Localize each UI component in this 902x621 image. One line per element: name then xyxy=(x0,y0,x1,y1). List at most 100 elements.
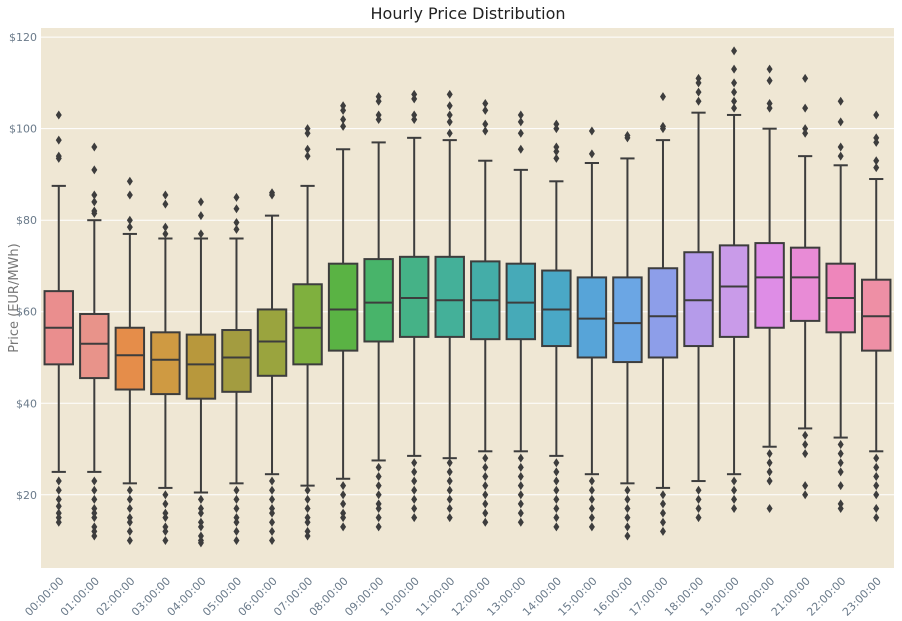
box-iqr xyxy=(256,308,288,377)
outlier-point xyxy=(375,522,382,532)
plot-background xyxy=(41,28,894,568)
outlier-point xyxy=(731,103,738,113)
outlier-point xyxy=(802,124,809,134)
box-01 xyxy=(79,142,110,541)
outlier-point xyxy=(482,126,489,136)
outlier-point xyxy=(446,128,453,138)
outlier-point xyxy=(482,99,489,109)
outlier-point xyxy=(340,115,347,125)
outlier-point xyxy=(411,94,418,104)
outlier-point xyxy=(91,165,98,175)
outlier-point xyxy=(375,115,382,125)
outlier-point xyxy=(233,192,240,202)
outlier-point xyxy=(269,494,276,504)
outlier-point xyxy=(517,110,524,120)
outlier-point xyxy=(91,197,98,207)
outlier-point xyxy=(91,494,98,504)
box-iqr xyxy=(541,269,572,348)
outlier-point xyxy=(731,64,738,74)
outlier-point xyxy=(588,494,595,504)
x-tick-label: 23:00:00 xyxy=(840,575,884,619)
outlier-point xyxy=(162,199,169,209)
outlier-point xyxy=(588,149,595,159)
outlier-point xyxy=(162,490,169,500)
outlier-point xyxy=(482,508,489,518)
outlier-point xyxy=(197,517,204,527)
outlier-point xyxy=(197,494,204,504)
outlier-point xyxy=(233,536,240,546)
box-iqr xyxy=(718,244,750,338)
box-iqr xyxy=(647,267,679,359)
outlier-point xyxy=(588,476,595,486)
outlier-point xyxy=(197,538,204,548)
box-iqr xyxy=(221,329,252,393)
outlier-point xyxy=(659,124,666,134)
outlier-point xyxy=(91,485,98,495)
outlier-point xyxy=(304,513,311,523)
outlier-point xyxy=(837,96,844,106)
outlier-point xyxy=(802,103,809,113)
box-iqr xyxy=(79,313,110,380)
box-iqr xyxy=(789,246,821,322)
outlier-point xyxy=(553,504,560,514)
outlier-point xyxy=(55,494,62,504)
outlier-point xyxy=(304,526,311,536)
outlier-point xyxy=(731,96,738,106)
outlier-point xyxy=(517,462,524,472)
box-00 xyxy=(43,110,74,527)
box-07 xyxy=(292,124,323,541)
outlier-point xyxy=(162,522,169,532)
outlier-point xyxy=(446,110,453,120)
outlier-point xyxy=(553,119,560,129)
box-09 xyxy=(363,92,394,532)
chart-title: Hourly Price Distribution xyxy=(371,4,566,23)
outlier-point xyxy=(624,531,631,541)
outlier-point xyxy=(482,453,489,463)
outlier-point xyxy=(873,163,880,173)
outlier-point xyxy=(162,513,169,523)
outlier-point xyxy=(340,105,347,115)
outlier-point xyxy=(482,481,489,491)
outlier-point xyxy=(91,208,98,218)
box-18 xyxy=(683,73,714,523)
outlier-point xyxy=(695,513,702,523)
outlier-point xyxy=(269,485,276,495)
outlier-point xyxy=(624,513,631,523)
outlier-point xyxy=(411,110,418,120)
outlier-point xyxy=(91,142,98,152)
outlier-point xyxy=(731,476,738,486)
box-23 xyxy=(861,110,892,523)
outlier-point xyxy=(162,526,169,536)
outlier-point xyxy=(731,485,738,495)
outlier-point xyxy=(233,224,240,234)
outlier-point xyxy=(197,197,204,207)
outlier-point xyxy=(517,517,524,527)
outlier-point xyxy=(873,462,880,472)
outlier-point xyxy=(375,110,382,120)
outlier-point xyxy=(588,126,595,136)
outlier-point xyxy=(588,522,595,532)
box-iqr xyxy=(612,276,643,364)
outlier-point xyxy=(873,137,880,147)
outlier-point xyxy=(375,462,382,472)
outlier-point xyxy=(553,522,560,532)
box-08 xyxy=(327,101,359,532)
outlier-point xyxy=(91,513,98,523)
outlier-point xyxy=(269,476,276,486)
outlier-point xyxy=(233,513,240,523)
outlier-point xyxy=(517,481,524,491)
outlier-point xyxy=(553,467,560,477)
outlier-point xyxy=(553,485,560,495)
outlier-point xyxy=(411,115,418,125)
outlier-point xyxy=(446,101,453,111)
outlier-point xyxy=(233,504,240,514)
box-iqr xyxy=(754,242,785,329)
box-20 xyxy=(754,64,785,514)
outlier-point xyxy=(731,78,738,88)
y-tick-label: $40 xyxy=(16,397,37,410)
outlier-point xyxy=(233,494,240,504)
outlier-point xyxy=(873,490,880,500)
outlier-point xyxy=(55,513,62,523)
outlier-point xyxy=(126,517,133,527)
outlier-point xyxy=(340,508,347,518)
